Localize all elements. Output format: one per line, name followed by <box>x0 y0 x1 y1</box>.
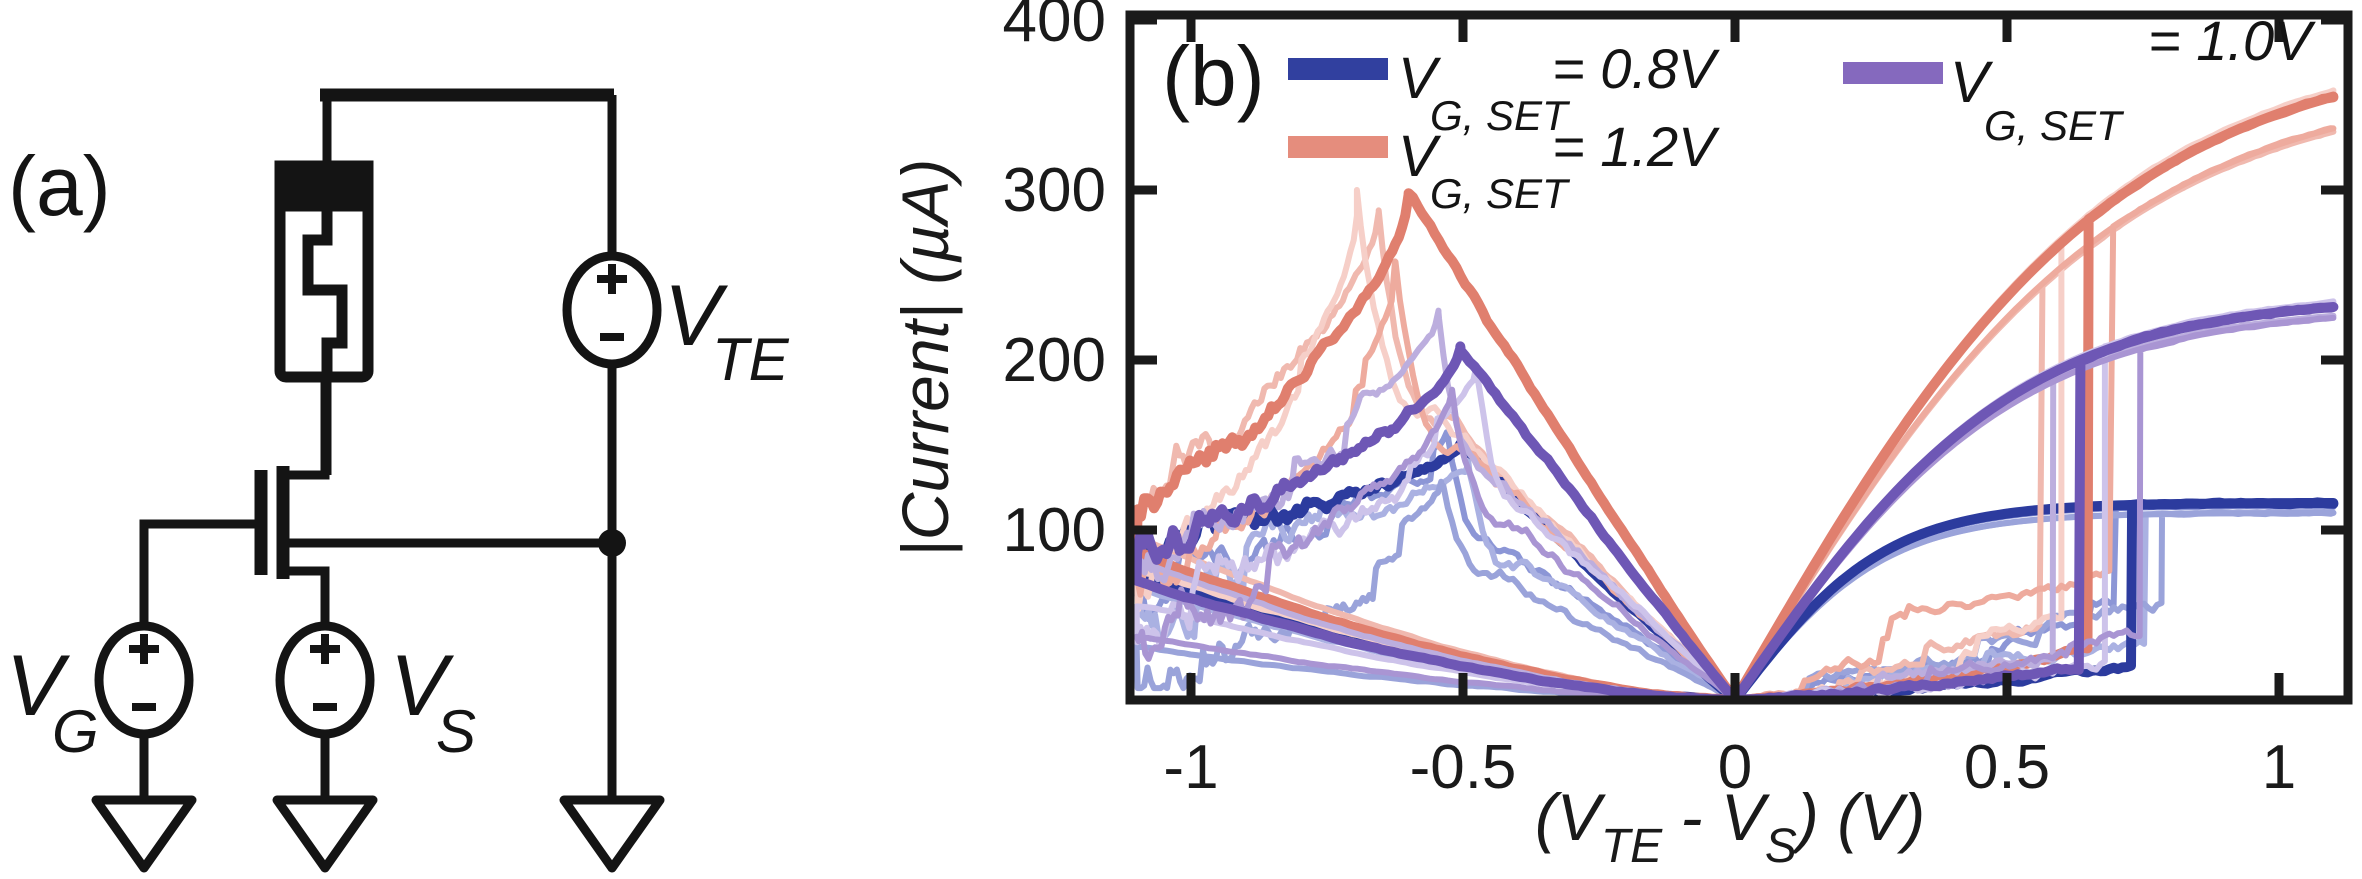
ground-icon <box>91 795 197 873</box>
legend-label: V G, SET = 1.2V <box>1398 115 1720 217</box>
y-axis-label: |Current| (µA) <box>888 159 964 558</box>
panel-a-label: (a) <box>8 139 111 233</box>
iv-trace-dark-1V <box>1134 302 2339 700</box>
x-tick-label: 0 <box>1718 733 1752 802</box>
transistor-symbol <box>139 377 612 628</box>
vs-label: V S <box>390 638 476 765</box>
y-tick-label: 300 <box>1003 156 1106 225</box>
plus-icon <box>129 634 159 664</box>
legend-item-1.2V: V G, SET = 1.2V <box>1288 115 1720 217</box>
y-tick-label: 100 <box>1003 496 1106 565</box>
legend-label: V G, SET = 1.0V <box>1950 9 2316 149</box>
x-tick-label: 1 <box>2262 733 2296 802</box>
ground-icon <box>559 795 665 873</box>
x-tick-label: -1 <box>1163 733 1218 802</box>
source-stub <box>283 566 330 628</box>
iv-curves <box>1134 87 2339 700</box>
iv-plot: -1 -0.5 0 0.5 1 100 200 300 400 (b) V G, SET = 0… <box>888 0 2353 873</box>
legend-swatch-salmon <box>1288 136 1388 158</box>
memristor-zigzag <box>302 200 348 377</box>
axis-ticks <box>1130 15 2348 700</box>
y-tick-label: 400 <box>1003 0 1106 55</box>
legend-item-0.8V: V G, SET = 0.8V <box>1288 37 1720 139</box>
vte-label: V TE <box>664 268 790 393</box>
legend-swatch-blue <box>1288 58 1388 80</box>
x-tick-label: 0.5 <box>1964 733 2050 802</box>
legend-label: V G, SET = 0.8V <box>1398 37 1720 139</box>
vte-source <box>562 251 662 369</box>
ground-icon <box>272 795 378 873</box>
vg-source <box>94 621 194 739</box>
x-tick-label: -0.5 <box>1410 733 1517 802</box>
gate-wire <box>139 519 261 628</box>
panel-b-label: (b) <box>1162 29 1265 123</box>
iv-trace-light-0.8V-2 <box>1134 478 2337 700</box>
iv-trace-light-1V-1 <box>1134 298 2337 700</box>
legend-swatch-purple <box>1843 62 1943 84</box>
y-tick-label: 200 <box>1003 326 1106 395</box>
vs-source <box>275 621 375 739</box>
memristor-top-electrode-cap <box>274 160 374 212</box>
drain-stub <box>283 377 330 480</box>
iv-trace-light-1V-2 <box>1134 314 2337 700</box>
x-axis-label: (VTE - VS) (V) <box>1535 780 1925 873</box>
plus-icon <box>310 634 340 664</box>
legend: V G, SET = 0.8V V G, SET = 1.0V V G, SET <box>1288 9 2316 217</box>
axis-tick-labels: -1 -0.5 0 0.5 1 100 200 300 400 <box>1003 0 2297 802</box>
vg-label: V G <box>6 638 99 765</box>
plus-icon <box>597 264 627 294</box>
legend-item-1.0V: V G, SET = 1.0V <box>1843 9 2316 149</box>
circuit-diagram: (a) V TE <box>6 88 790 873</box>
memristor-symbol <box>274 160 374 383</box>
